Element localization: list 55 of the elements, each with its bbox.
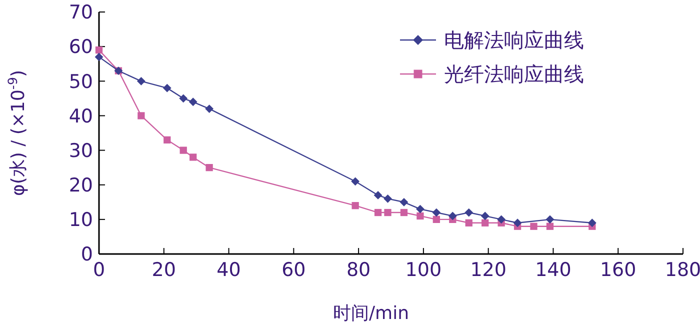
y-tick-label: 0 — [80, 244, 93, 266]
legend-label: 光纤法响应曲线 — [444, 62, 584, 86]
point — [497, 215, 506, 224]
x-tick-label: 100 — [405, 259, 442, 281]
x-tick-label: 120 — [470, 259, 506, 281]
point — [374, 191, 382, 200]
x-tick-label: 80 — [346, 259, 371, 281]
y-tick-label: 70 — [68, 2, 93, 24]
point — [205, 104, 214, 113]
point — [482, 219, 489, 226]
legend-label: 电解法响应曲线 — [444, 28, 584, 52]
point — [400, 198, 408, 206]
point — [546, 222, 554, 230]
point — [513, 218, 522, 228]
point — [190, 154, 197, 161]
point — [351, 177, 360, 186]
point — [164, 136, 171, 144]
y-tick-label: 30 — [68, 140, 93, 162]
y-tick-label: 60 — [68, 36, 93, 58]
y-tick-label: 50 — [68, 70, 93, 93]
point — [188, 98, 198, 106]
point — [432, 208, 441, 217]
point — [416, 212, 424, 220]
point — [530, 222, 538, 230]
point — [465, 219, 472, 226]
point — [416, 204, 424, 214]
point — [95, 46, 103, 54]
y-tick-label: 20 — [68, 174, 93, 197]
point — [94, 52, 104, 62]
point — [179, 94, 188, 103]
point — [400, 208, 408, 216]
point — [206, 164, 213, 172]
point — [374, 208, 382, 216]
point — [448, 212, 457, 220]
point — [432, 216, 440, 223]
point — [136, 76, 146, 86]
point — [384, 194, 392, 203]
point — [546, 215, 554, 224]
x-tick-label: 60 — [282, 259, 306, 281]
x-tick-label: 180 — [664, 259, 700, 281]
point — [180, 146, 187, 154]
point — [480, 212, 490, 220]
x-tick-label: 160 — [600, 259, 636, 281]
x-tick-label: 20 — [152, 259, 176, 281]
point — [162, 84, 172, 92]
point — [138, 112, 145, 120]
y-tick-label: 10 — [68, 209, 93, 232]
point — [352, 202, 359, 210]
y-tick-label: 40 — [68, 105, 93, 128]
point — [588, 218, 596, 228]
point — [464, 208, 474, 217]
x-axis-title: 时间/min — [332, 303, 410, 324]
point — [384, 208, 392, 216]
x-tick-label: 140 — [535, 259, 572, 281]
x-tick-label: 40 — [216, 259, 241, 281]
